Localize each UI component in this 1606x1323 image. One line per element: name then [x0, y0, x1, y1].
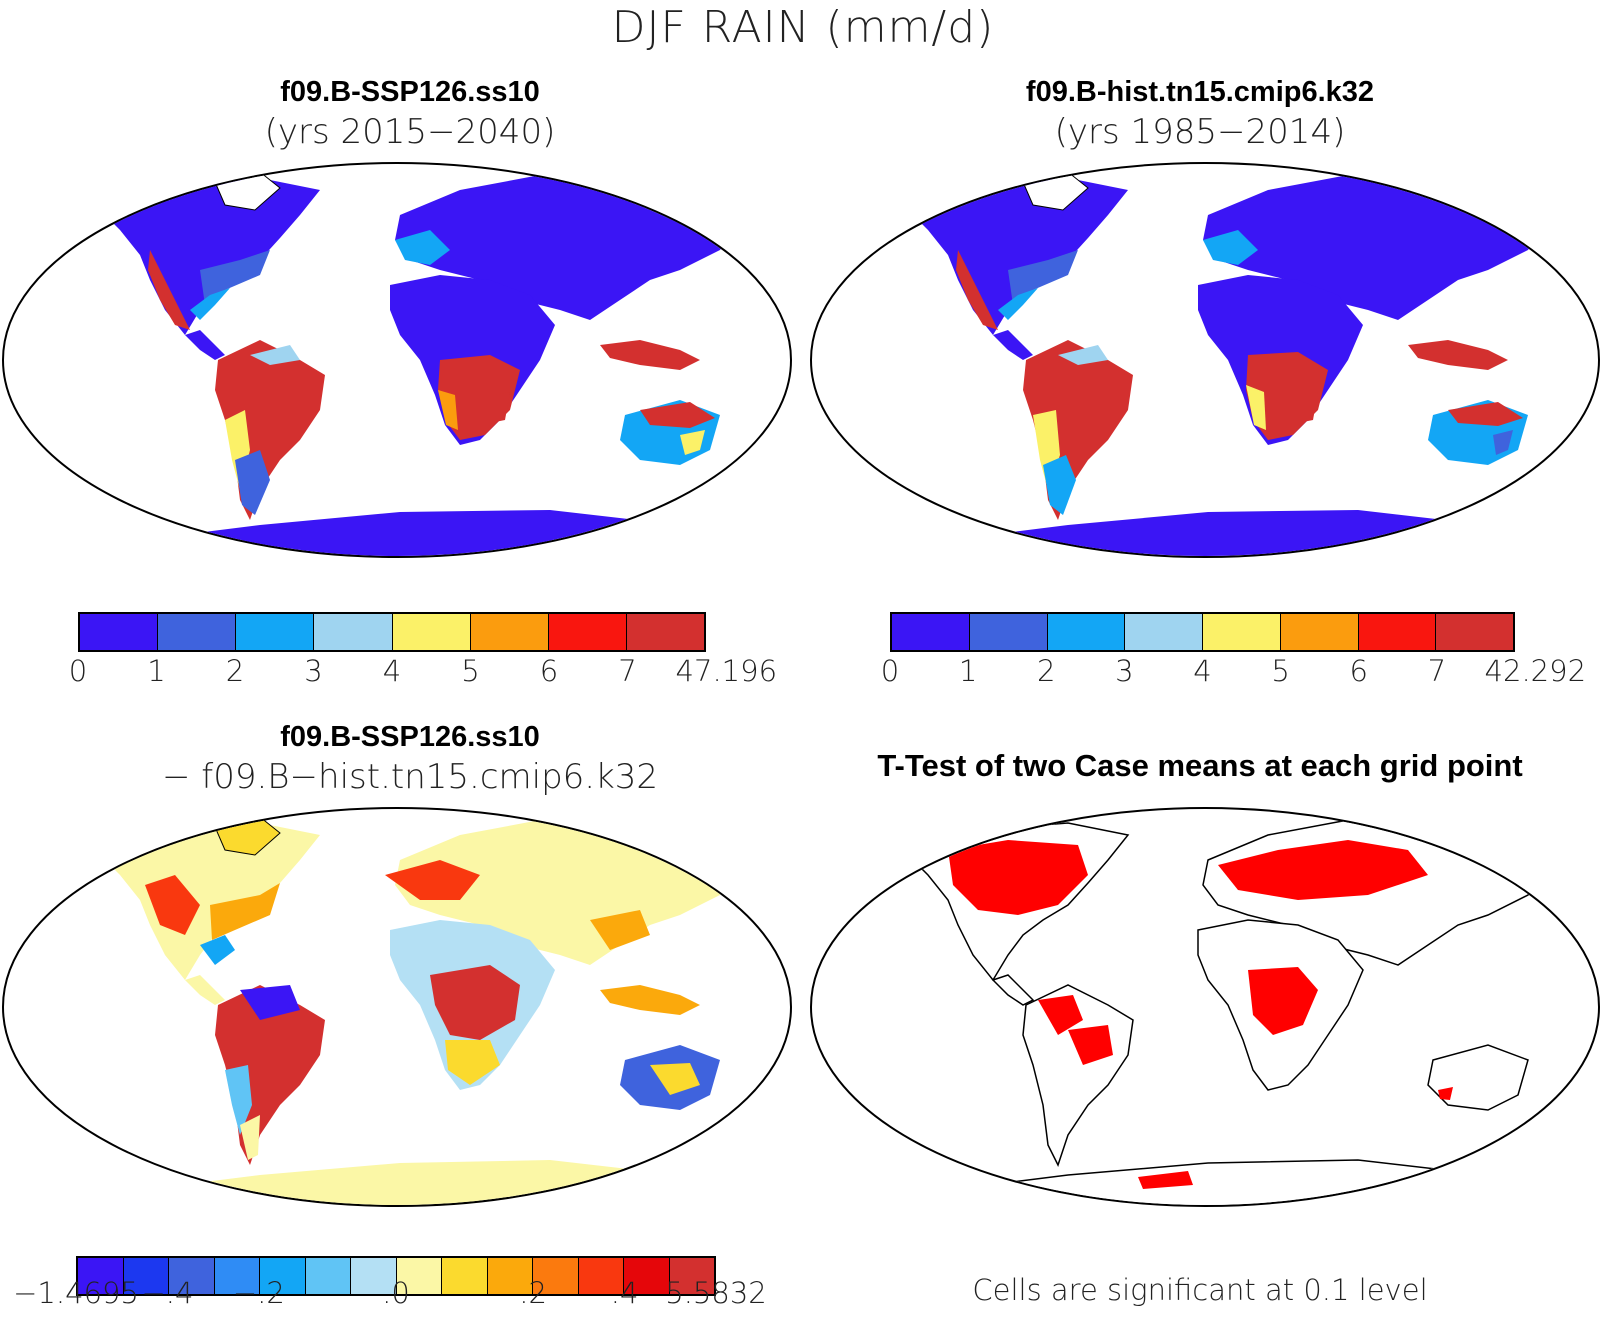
colorbar-swatch — [78, 1258, 124, 1294]
colorbar-tick-label: 7 — [618, 654, 637, 688]
colorbar-tick-label: .4 — [610, 1276, 639, 1310]
colorbar-tick-label: 5.5832 — [665, 1276, 767, 1310]
colorbar-swatch — [442, 1258, 488, 1294]
colorbar-swatch — [470, 614, 549, 650]
colorbar-tick-label: 2 — [1037, 654, 1056, 688]
panel1-colorbar — [78, 612, 706, 652]
panel1-colorbar-ticks: 0 1 2 3 4 5 6 7 47.196 — [69, 654, 777, 690]
colorbar-tick-label: 6 — [1349, 654, 1368, 688]
colorbar-swatch — [578, 1258, 624, 1294]
colorbar-swatch — [80, 614, 159, 650]
colorbar-tick-label: 1 — [958, 654, 978, 688]
colorbar-swatch — [392, 614, 471, 650]
panel3-map — [2, 807, 792, 1207]
panel2-title: f09.B-hist.tn15.cmip6.k32 — [1025, 76, 1375, 108]
panel2-colorbar-ticks: 0 1 2 3 4 5 6 7 42.292 — [881, 654, 1586, 690]
colorbar-swatch — [1047, 614, 1126, 650]
panel1-subtitle: (yrs 2015−2040) — [264, 112, 556, 152]
colorbar-tick-label: 0 — [880, 654, 900, 688]
colorbar-tick-label: 42.292 — [1484, 654, 1587, 688]
colorbar-tick-label: 2 — [225, 654, 245, 688]
colorbar-swatch — [396, 1258, 442, 1294]
panel4-map — [810, 807, 1600, 1207]
colorbar-swatch — [548, 614, 627, 650]
panel1-title: f09.B-SSP126.ss10 — [280, 76, 540, 108]
colorbar-swatch — [487, 1258, 533, 1294]
colorbar-swatch — [314, 614, 393, 650]
colorbar-tick-label: 0 — [68, 654, 88, 688]
colorbar-tick-label: −.2 — [232, 1276, 285, 1310]
panel2-map — [810, 162, 1600, 558]
colorbar-swatch — [236, 614, 315, 650]
panel2-colorbar — [890, 612, 1515, 652]
colorbar-swatch — [123, 1258, 169, 1294]
colorbar-swatch — [1280, 614, 1359, 650]
panel3-subtitle: − f09.B−hist.tn15.cmip6.k32 — [161, 757, 659, 797]
colorbar-tick-label: 3 — [1115, 654, 1134, 688]
colorbar-swatch — [892, 614, 970, 650]
colorbar-tick-label: 5 — [461, 654, 480, 688]
colorbar-swatch — [624, 1258, 670, 1294]
panel3-title: f09.B-SSP126.ss10 — [280, 721, 540, 753]
colorbar-tick-label: 5 — [1271, 654, 1290, 688]
colorbar-tick-label: 47.196 — [675, 654, 778, 688]
colorbar-tick-label: −1.4695 — [13, 1276, 139, 1310]
colorbar-swatch — [533, 1258, 579, 1294]
colorbar-swatch — [305, 1258, 351, 1294]
panel4-title: T-Test of two Case means at each grid po… — [877, 748, 1523, 783]
panel2-subtitle: (yrs 1985−2014) — [1054, 112, 1346, 152]
colorbar-tick-label: 4 — [382, 654, 402, 688]
colorbar-tick-label: .0 — [382, 1276, 410, 1310]
colorbar-tick-label: 3 — [304, 654, 323, 688]
colorbar-swatch — [351, 1258, 397, 1294]
colorbar-swatch — [1436, 614, 1513, 650]
figure-title: DJF RAIN (mm/d) — [611, 2, 995, 53]
panel3-colorbar — [76, 1256, 716, 1296]
colorbar-swatch — [214, 1258, 260, 1294]
colorbar-swatch — [669, 1258, 714, 1294]
significance-note: Cells are significant at 0.1 level — [972, 1273, 1428, 1307]
colorbar-swatch — [626, 614, 704, 650]
colorbar-swatch — [260, 1258, 306, 1294]
colorbar-tick-label: 7 — [1427, 654, 1447, 688]
colorbar-tick-label: 6 — [539, 654, 559, 688]
colorbar-swatch — [1358, 614, 1437, 650]
panel3-colorbar-ticks: −1.4695 −.4 −.2 .0 .2 .4 5.5832 — [13, 1276, 767, 1312]
panel1-map — [2, 162, 792, 558]
colorbar-tick-label: −.4 — [141, 1276, 194, 1310]
colorbar-swatch — [1203, 614, 1281, 650]
panel1-map-content — [2, 162, 792, 558]
colorbar-swatch — [158, 614, 237, 650]
colorbar-tick-label: 4 — [1193, 654, 1212, 688]
colorbar-swatch — [169, 1258, 215, 1294]
colorbar-tick-label: .2 — [519, 1276, 547, 1310]
colorbar-tick-label: 1 — [147, 654, 166, 688]
colorbar-swatch — [1125, 614, 1203, 650]
colorbar-swatch — [969, 614, 1048, 650]
